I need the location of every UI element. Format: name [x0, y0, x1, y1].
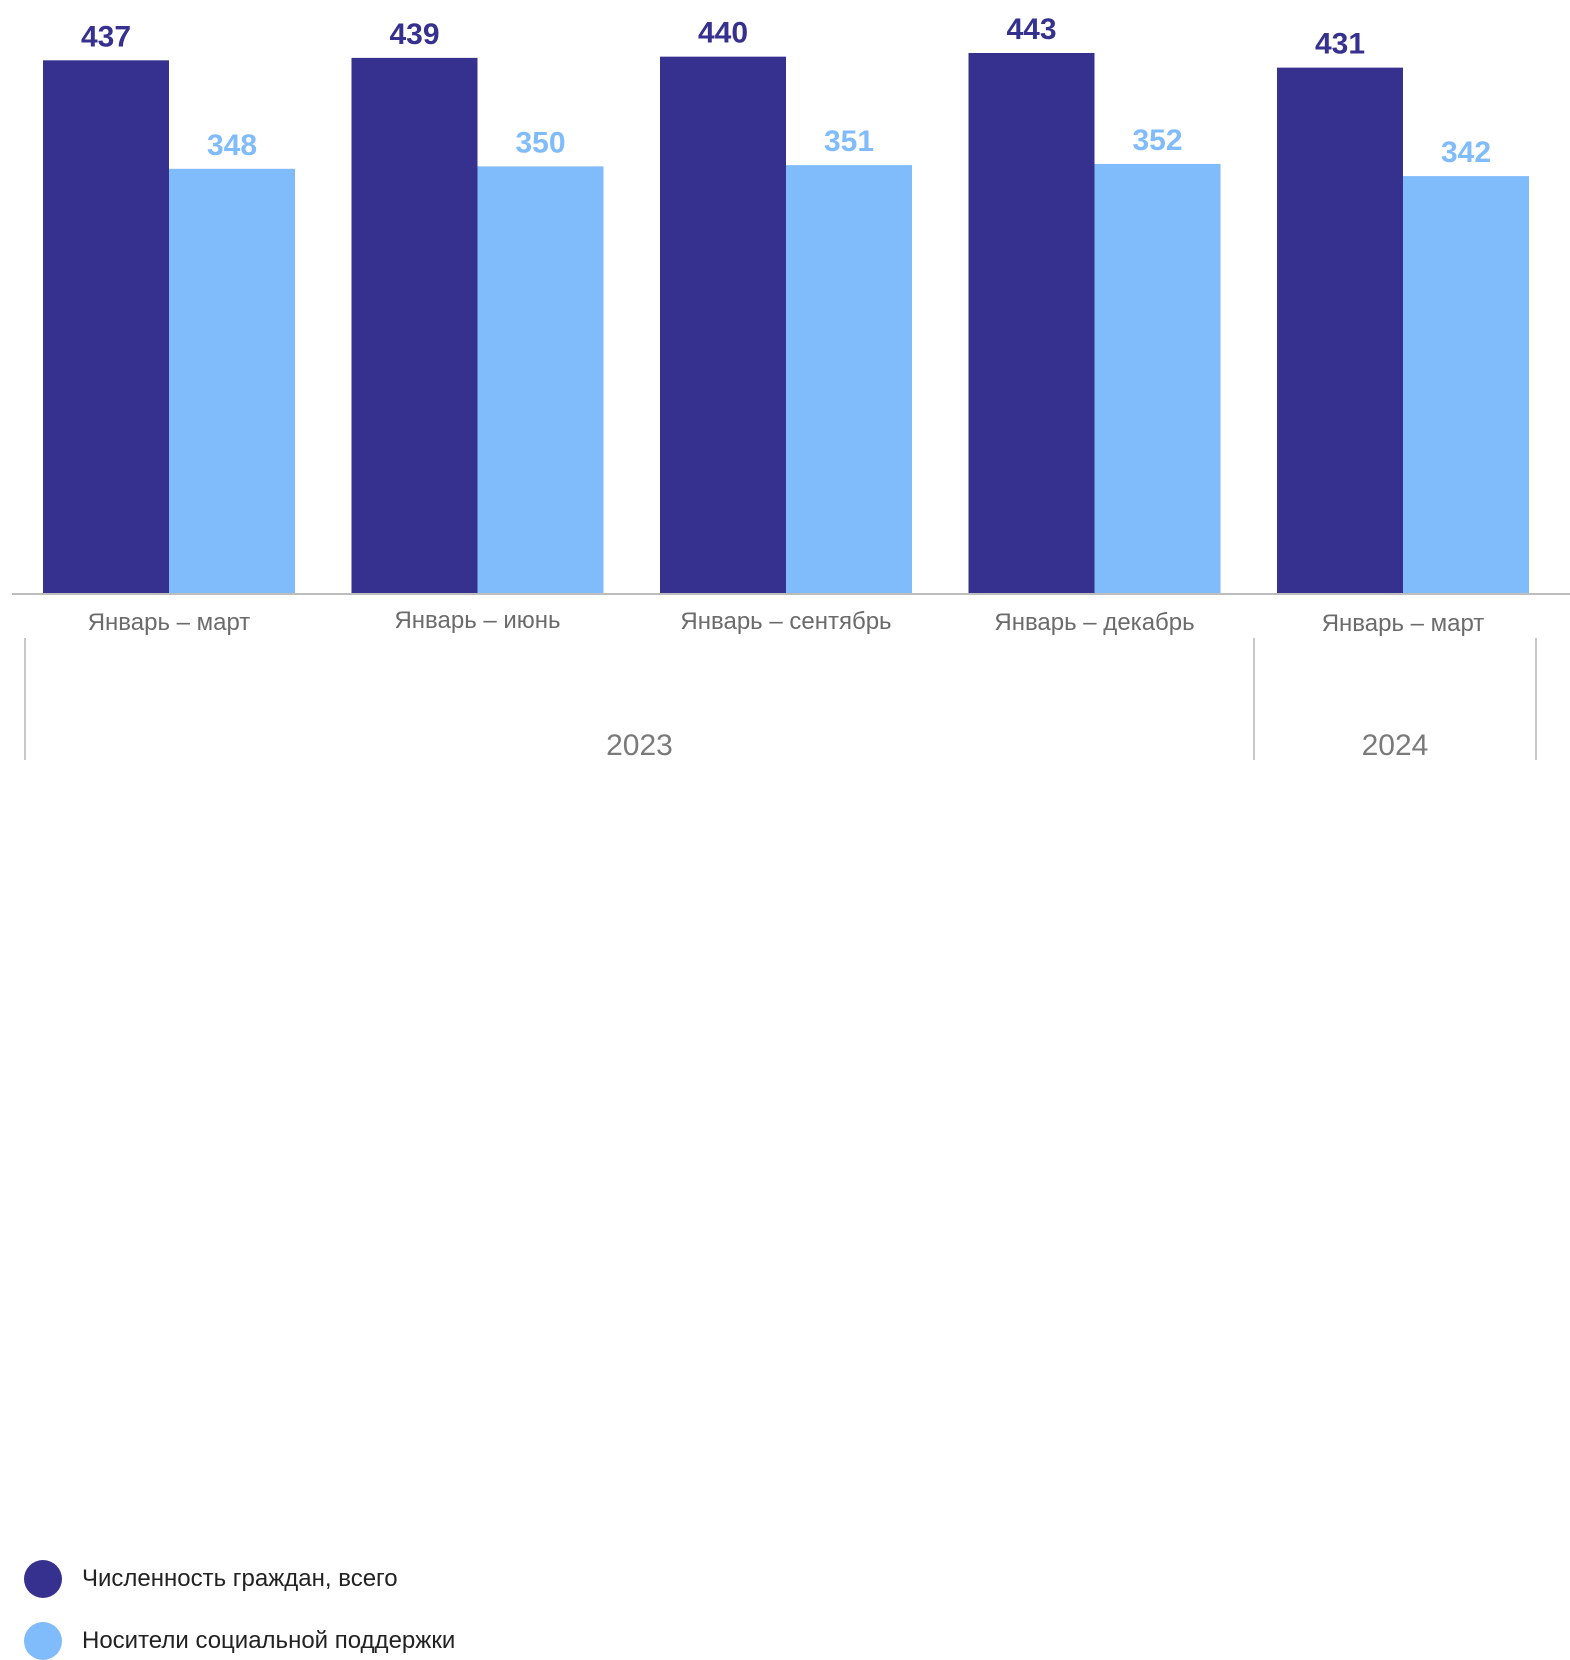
year-label-2024: 2024	[1362, 729, 1429, 762]
category-label-3: Январь – декабрь	[994, 609, 1194, 636]
bar-social-support-2	[786, 165, 912, 593]
legend-swatch-total	[24, 1560, 62, 1598]
data-label-social-support-4: 342	[1441, 136, 1491, 169]
year-label-2023: 2023	[606, 729, 673, 762]
data-label-social-support-1: 350	[515, 126, 565, 159]
category-label-2: Январь – сентябрь	[680, 608, 891, 635]
category-label-4: Январь – март	[1322, 610, 1485, 637]
bar-total-2	[660, 56, 786, 594]
bar-social-support-4	[1403, 176, 1529, 594]
data-label-total-3: 443	[1006, 13, 1056, 46]
bar-total-1	[351, 57, 478, 593]
data-label-social-support-2: 351	[824, 125, 874, 158]
bar-total-3	[968, 53, 1095, 593]
legend-label-social-support: Носители социальной поддержки	[82, 1627, 456, 1654]
chart: 437 348 Январь – март 439 350 Январь – июнь 44…	[12, 13, 1570, 1660]
data-label-total-4: 431	[1315, 28, 1365, 61]
legend-item-social-support: Носители социальной поддержки	[24, 1622, 455, 1660]
data-label-total-0: 437	[81, 20, 131, 53]
bar-total-0	[43, 60, 169, 593]
data-label-total-1: 439	[389, 18, 439, 51]
legend-swatch-social-support	[24, 1622, 62, 1660]
legend-label-total: Численность граждан, всего	[82, 1565, 398, 1592]
category-label-0: Январь – март	[88, 609, 251, 636]
bar-social-support-0	[169, 168, 295, 593]
bar-chart-svg: 437 348 Январь – март 439 350 Январь – июнь 44…	[12, 13, 1570, 762]
bar-social-support-3	[1094, 163, 1221, 593]
data-label-total-2: 440	[698, 17, 748, 50]
category-label-1: Январь – июнь	[394, 607, 560, 634]
legend-item-total: Численность граждан, всего	[24, 1560, 398, 1598]
data-label-social-support-3: 352	[1132, 124, 1182, 157]
bar-total-4	[1277, 67, 1403, 593]
bar-social-support-1	[477, 166, 604, 593]
data-label-social-support-0: 348	[207, 129, 257, 162]
